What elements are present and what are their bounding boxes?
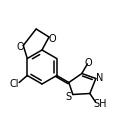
Text: O: O — [84, 58, 92, 67]
Text: O: O — [48, 34, 56, 44]
Text: SH: SH — [94, 98, 107, 108]
Text: Cl: Cl — [9, 79, 19, 89]
Text: N: N — [96, 73, 103, 83]
Text: S: S — [66, 92, 72, 102]
Text: O: O — [16, 42, 24, 52]
